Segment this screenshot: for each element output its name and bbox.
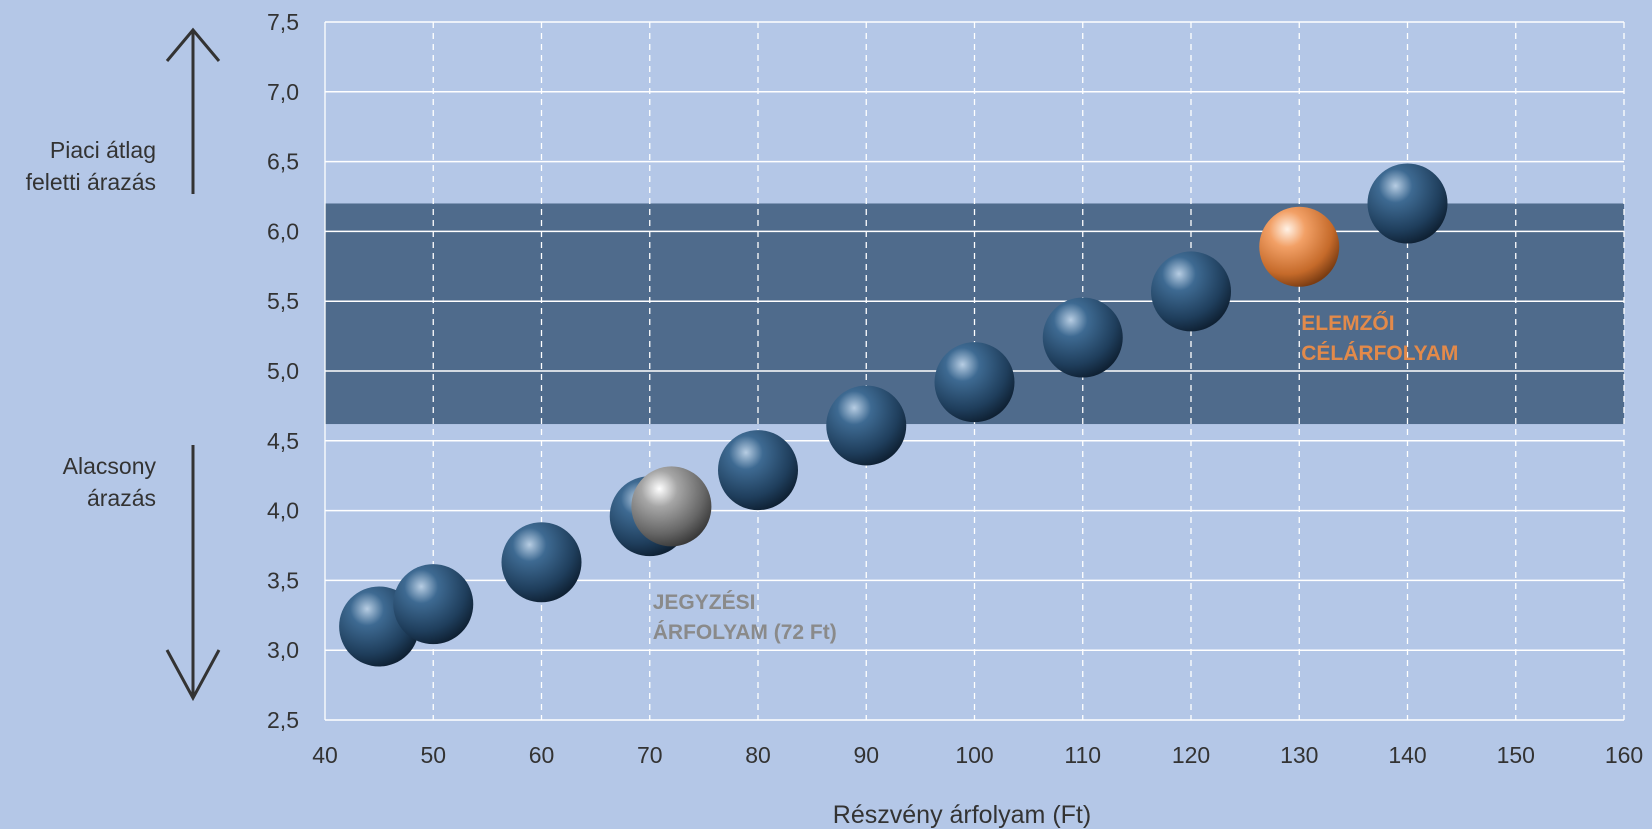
data-point <box>1042 297 1123 378</box>
data-point <box>718 430 798 511</box>
listing-price-label: ÁRFOLYAM (72 Ft) <box>653 621 837 644</box>
x-tick-label: 140 <box>1388 742 1426 768</box>
x-tick-label: 90 <box>853 742 879 768</box>
y-tick-label: 5,5 <box>267 288 299 314</box>
pricing-arrows <box>165 27 221 702</box>
y-tick-label: 4,5 <box>267 428 299 454</box>
x-tick-label: 120 <box>1172 742 1210 768</box>
target-price-label: ELEMZŐI <box>1301 312 1394 335</box>
x-tick-label: 70 <box>637 742 663 768</box>
low-pricing-label: Alacsony árazás <box>62 453 156 511</box>
x-tick-label: 50 <box>420 742 446 768</box>
y-tick-label: 7,5 <box>267 9 299 35</box>
listing-price-label: JEGYZÉSI <box>653 591 756 614</box>
data-point <box>934 342 1015 423</box>
x-tick-label: 160 <box>1605 742 1643 768</box>
y-tick-label: 4,0 <box>267 498 299 524</box>
y-tick-label: 3,5 <box>267 567 299 593</box>
y-tick-label: 6,0 <box>267 218 299 244</box>
x-tick-label: 60 <box>529 742 555 768</box>
y-tick-label: 3,0 <box>267 637 299 663</box>
data-point <box>501 522 582 603</box>
y-tick-label: 6,5 <box>267 149 299 175</box>
y-tick-label: 2,5 <box>267 707 299 733</box>
data-point <box>1367 163 1448 244</box>
target-price-point <box>1259 206 1340 287</box>
x-tick-label: 80 <box>745 742 771 768</box>
listing-price-point <box>631 466 712 547</box>
data-point <box>393 564 474 645</box>
target-price-label: CÉLÁRFOLYAM <box>1301 342 1458 365</box>
down-arrow-head <box>165 649 221 702</box>
x-tick-label: 40 <box>312 742 338 768</box>
y-tick-label: 5,0 <box>267 358 299 384</box>
x-tick-label: 130 <box>1280 742 1318 768</box>
x-tick-label: 110 <box>1064 742 1101 768</box>
x-tick-label: 100 <box>955 742 993 768</box>
x-axis-title: Részvény árfolyam (Ft) <box>833 801 1091 829</box>
up-arrow-head <box>165 27 221 62</box>
y-tick-label: 7,0 <box>267 79 299 105</box>
x-tick-label: 150 <box>1497 742 1535 768</box>
data-point <box>1151 251 1231 332</box>
data-point <box>826 385 907 466</box>
above-average-pricing-label: Piaci átlag feletti árazás <box>25 137 156 195</box>
